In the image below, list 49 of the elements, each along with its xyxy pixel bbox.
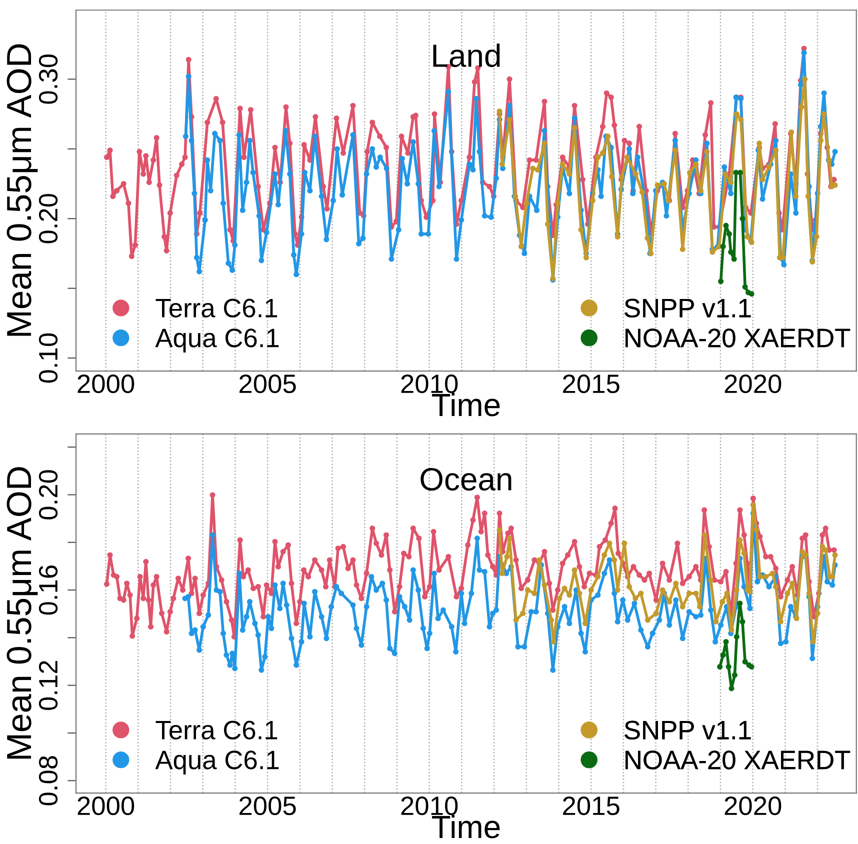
legend-label: SNPP v1.1 bbox=[624, 720, 751, 740]
point bbox=[748, 664, 754, 670]
point bbox=[748, 291, 754, 297]
x-tick-label: 2005 bbox=[240, 796, 296, 816]
point bbox=[726, 664, 732, 670]
point bbox=[734, 634, 740, 640]
legend-label: Aqua C6.1 bbox=[155, 328, 279, 353]
x-tick-label: 2000 bbox=[78, 796, 134, 816]
x-axis-title: Time bbox=[432, 392, 500, 416]
legend-label: Terra C6.1 bbox=[156, 720, 278, 740]
y-axis-title: Mean 0.55μm AOD bbox=[6, 467, 38, 759]
x-tick-label: 2020 bbox=[724, 796, 782, 816]
x-axis-title: Time bbox=[432, 814, 500, 838]
y-axis-title: Mean 0.55μm AOD bbox=[6, 44, 38, 336]
x-tick-label: 2005 bbox=[240, 374, 296, 394]
legend-label: NOAA-20 XAERDT bbox=[626, 750, 850, 770]
point bbox=[718, 278, 724, 284]
x-tick-label: 2015 bbox=[563, 796, 620, 816]
point bbox=[720, 652, 726, 658]
y-tick-label: 0.12 bbox=[38, 660, 58, 710]
point bbox=[740, 618, 746, 624]
y-tick-label: 0.30 bbox=[38, 54, 58, 104]
x-tick-label: 2010 bbox=[401, 374, 458, 394]
x-tick-label: 2010 bbox=[401, 796, 458, 816]
point bbox=[720, 244, 726, 250]
legend-label: NOAA-20 XAERDT bbox=[626, 328, 850, 348]
point bbox=[726, 231, 732, 237]
legend-label: Terra C6.1 bbox=[156, 298, 278, 318]
x-tick-label: 2015 bbox=[563, 374, 620, 394]
point bbox=[728, 686, 734, 692]
point bbox=[723, 222, 729, 228]
x-tick-label: 2000 bbox=[78, 374, 134, 394]
y-tick-label: 0.16 bbox=[38, 566, 58, 615]
y-tick-label: 0.20 bbox=[38, 470, 58, 520]
y-tick-label: 0.20 bbox=[38, 194, 58, 244]
y-tick-label: 0.10 bbox=[38, 333, 58, 383]
point bbox=[742, 658, 748, 665]
point bbox=[742, 284, 748, 290]
point bbox=[737, 600, 743, 606]
legend-label: SNPP v1.1 bbox=[624, 298, 751, 318]
point bbox=[732, 672, 738, 678]
point bbox=[740, 216, 746, 222]
legend-label: Aqua C6.1 bbox=[155, 750, 279, 775]
text: Ocean bbox=[420, 468, 512, 491]
y-tick-label: 0.08 bbox=[38, 756, 58, 806]
text: Land bbox=[433, 44, 500, 68]
x-tick-label: 2020 bbox=[724, 374, 782, 394]
point bbox=[731, 256, 737, 262]
point bbox=[717, 664, 723, 670]
